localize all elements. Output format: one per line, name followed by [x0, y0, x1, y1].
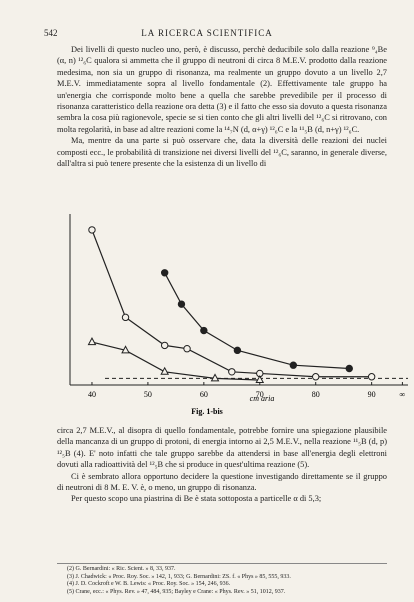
series-line	[164, 272, 350, 370]
text-after: circa 2,7 M.E.V., al disopra di quello f…	[57, 425, 387, 505]
point	[160, 269, 169, 277]
footnote: (2) G. Bernardini: « Ric. Scient. » 8, 3…	[67, 566, 176, 572]
x-tick-label: 90	[368, 390, 376, 399]
paragraph: Per questo scopo una piastrina di Be è s…	[71, 494, 322, 504]
point	[289, 361, 298, 369]
x-tick-label: 60	[200, 390, 208, 399]
paragraph: Dei livelli di questo nucleo uno, però, …	[57, 45, 387, 134]
x-tick-label: 40	[88, 390, 96, 399]
footnote: (5) Crane, ecc.: « Phys. Rev. » 47, 484,…	[67, 588, 286, 595]
x-tick-label: 50	[144, 390, 152, 399]
x-tick-label: 80	[312, 390, 320, 399]
page-number: 542	[44, 28, 58, 38]
series-line	[91, 229, 372, 378]
point	[160, 341, 169, 350]
point	[233, 346, 242, 355]
point	[88, 226, 96, 234]
running-title: LA RICERCA SCIENTIFICA	[141, 28, 273, 38]
paragraph: Ci è sembrato allora opportuno decidere …	[57, 471, 387, 493]
series-line	[91, 341, 260, 381]
figure: 40 50 60 70 80 90 ∞ cm aria Fig. 1-bis	[69, 214, 408, 416]
x-tick-label: 70	[256, 390, 264, 399]
footnote: (3) J. Chadwick: « Proc. Roy. Soc. » 142…	[67, 573, 291, 580]
point	[87, 337, 97, 346]
point	[210, 373, 220, 382]
footnote: (4) J. D. Cockroft e W. B. Lewis: « Proc…	[67, 581, 231, 588]
point	[121, 313, 130, 322]
paragraph: circa 2,7 M.E.V., al disopra di quello f…	[57, 426, 387, 470]
point	[160, 366, 170, 375]
point	[228, 368, 236, 376]
point	[177, 300, 186, 308]
text-before: Dei livelli di questo nucleo uno, però, …	[57, 44, 387, 169]
x-tick-label: ∞	[400, 390, 406, 399]
x-axis-label: cm aria	[250, 394, 275, 403]
point	[121, 345, 130, 354]
point	[183, 345, 191, 353]
footnotes: (2) G. Bernardini: « Ric. Scient. » 8, 3…	[57, 563, 387, 596]
caption: Fig. 1-bis	[191, 407, 223, 416]
point	[345, 364, 353, 373]
point	[255, 374, 265, 384]
point	[367, 373, 376, 381]
point	[312, 373, 320, 381]
paragraph: Ma, mentre da una parte si può osservare…	[57, 136, 387, 169]
point	[200, 326, 208, 335]
